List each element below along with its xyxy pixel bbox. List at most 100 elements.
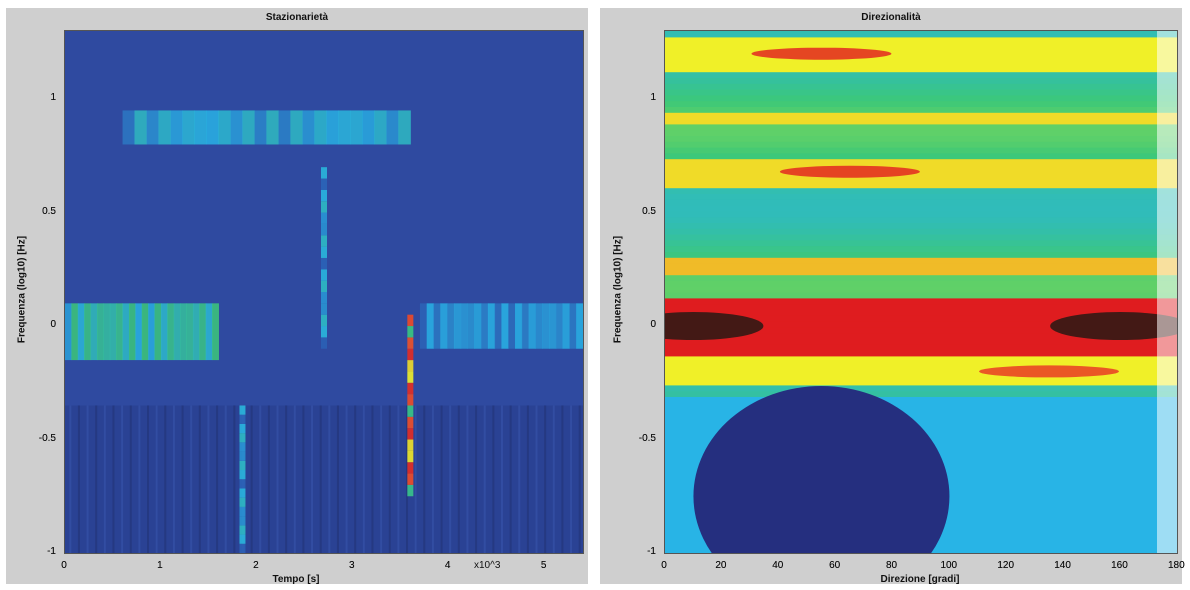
heatmap-vertical-line-cell [407, 337, 414, 349]
heatmap-vertical-line-cell [239, 470, 246, 480]
heatmap-band-cell [77, 303, 85, 361]
y-tick-label: 0.5 [42, 205, 56, 217]
heatmap-band-cell [148, 303, 156, 361]
chart-title: Stazionarietà [265, 12, 329, 23]
heatmap-row [665, 94, 1177, 102]
heatmap-band-cell [440, 303, 448, 349]
heatmap-streak [578, 405, 581, 553]
heatmap-row [665, 181, 1177, 189]
heatmap-band-cell [206, 110, 219, 145]
direzionalita-panel: Direzionalità 0 20 40 60 80 100 120 140 160 180 1 0… [600, 8, 1185, 585]
heatmap-row [665, 257, 1177, 264]
y-tick-label: -0.5 [638, 432, 656, 444]
heatmap-streak [457, 405, 460, 553]
heatmap-row [665, 280, 1177, 287]
heatmap-band-cell [535, 303, 543, 349]
x-tick-label: 0 [61, 560, 67, 571]
heatmap-vertical-line-cell [407, 314, 414, 327]
heatmap-row [665, 355, 1177, 363]
heatmap-row [665, 187, 1177, 194]
y-axis-label: Frequenza (log10) [Hz] [16, 235, 28, 344]
heatmap-streak [371, 405, 374, 553]
heatmap-band-cell [576, 303, 583, 349]
heatmap-streak [397, 405, 400, 553]
heatmap-streak [380, 405, 383, 553]
heatmap-streak [207, 405, 210, 553]
x-tick-label: 2 [253, 560, 259, 571]
heatmap-streak [190, 405, 193, 553]
heatmap-row [665, 326, 1177, 334]
heatmap-streak [475, 405, 478, 553]
heatmap-band-cell [146, 110, 160, 145]
y-tick-label: -1 [47, 546, 56, 557]
heatmap-vertical-line-cell [239, 442, 246, 452]
heatmap-band-cell [173, 303, 181, 361]
y-tick-label: 1 [650, 92, 656, 104]
x-tick-label: 180 [1168, 560, 1185, 571]
heatmap-streak [198, 405, 201, 553]
heatmap-band-cell [128, 303, 136, 361]
heatmap-row [665, 141, 1177, 148]
heatmap-vertical-line-cell [407, 462, 414, 474]
heatmap-streak [86, 405, 89, 553]
x-tick-label: 5 [540, 560, 547, 571]
heatmap-band-cell [562, 303, 570, 349]
heatmap-vertical-line-cell [407, 416, 414, 429]
heatmap-streak [103, 405, 106, 553]
heatmap-low-region [693, 386, 950, 553]
heatmap-row [665, 286, 1177, 293]
heatmap-vertical-line-cell [321, 269, 327, 281]
heatmap-streak [431, 405, 434, 553]
heatmap-streak [449, 405, 452, 553]
heatmap-row [665, 332, 1177, 339]
y-tick-label: 0.5 [42, 205, 56, 217]
heatmap-vertical-line-cell [239, 451, 246, 461]
x-tick-label: 100 [940, 560, 958, 571]
heatmap-band-cell [555, 303, 564, 349]
y-tick-label: -1 [647, 546, 656, 557]
heatmap-band-cell [569, 303, 577, 349]
heatmap-row [665, 390, 1177, 397]
heatmap-row [665, 60, 1177, 67]
x-tick-label: 120 [997, 560, 1015, 571]
x-tick-label: 80 [885, 560, 898, 571]
heatmap-vertical-line-cell [321, 178, 327, 190]
heatmap-band-cell [84, 303, 92, 361]
y-tick-label: -1 [647, 546, 656, 557]
heatmap-band-cell [508, 303, 516, 349]
heatmap-vertical-line-cell [321, 212, 327, 224]
heatmap-band-cell [326, 110, 339, 145]
heatmap-vertical-line-cell [321, 326, 327, 338]
heatmap-band-cell [65, 303, 72, 361]
heatmap-streak [362, 405, 365, 553]
heatmap-streak [69, 405, 72, 553]
heatmap-row [665, 118, 1177, 125]
heatmap-streak [155, 405, 158, 553]
heatmap-vertical-line-cell [239, 525, 246, 535]
heatmap-low-region [65, 405, 583, 553]
heatmap-streak [112, 405, 115, 553]
heatmap-streak [336, 405, 339, 553]
heatmap-band-cell [481, 303, 489, 349]
heatmap-streak [129, 405, 132, 553]
x-tick-label: 120 [997, 560, 1015, 571]
heatmap-vertical-line-cell [407, 348, 414, 361]
heatmap-vertical-line-cell [321, 314, 327, 327]
heatmap-band-cell [460, 303, 468, 349]
heatmap-vertical-line-cell [321, 280, 327, 292]
heatmap-row [665, 344, 1177, 351]
y-tick-label: 1 [650, 92, 656, 104]
heatmap-streak [466, 405, 469, 553]
heatmap-band-cell [290, 110, 303, 145]
heatmap-vertical-line-cell [407, 473, 414, 485]
heatmap-streak [138, 405, 141, 553]
heatmap-vertical-line-cell [239, 405, 246, 415]
x-tick-label: 20 [715, 560, 727, 571]
heatmap-vertical-line-cell [239, 488, 246, 498]
heatmap-row [665, 315, 1177, 322]
heatmap-band-cell [447, 303, 455, 349]
x-tick-label: 140 [1054, 560, 1071, 571]
heatmap-vertical-line-cell [407, 428, 414, 440]
heatmap-row [665, 367, 1177, 374]
y-axis-label: Frequenza (log10) [Hz] [612, 235, 624, 344]
